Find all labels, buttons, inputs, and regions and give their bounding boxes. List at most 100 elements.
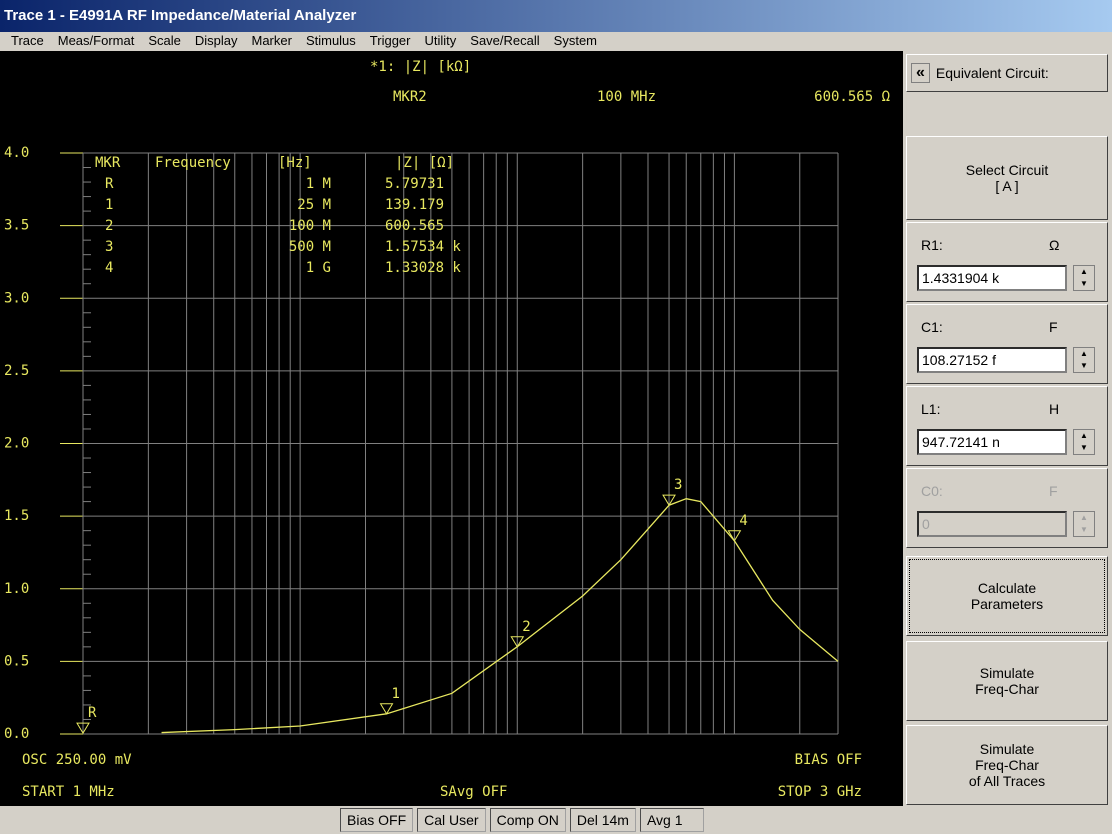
status-bar: Bias OFF Cal User Comp ON Del 14m Avg 1 <box>0 806 1112 834</box>
menu-item[interactable]: Trigger <box>369 33 411 48</box>
select-circuit-button[interactable]: Select Circuit[ A ] <box>906 136 1108 220</box>
button-text: Parameters <box>970 596 1044 612</box>
marker <box>510 636 525 648</box>
collapse-button[interactable]: « <box>911 63 930 83</box>
button-text: Select Circuit <box>965 162 1049 178</box>
button-text: Calculate <box>977 580 1037 596</box>
spin-button: ▲ ▼ <box>1073 511 1095 537</box>
param-input: 0 <box>917 511 1067 537</box>
bias-text: BIAS OFF <box>795 752 862 768</box>
y-tick-label: 1.5 <box>4 508 29 524</box>
param-unit: F <box>1049 319 1058 335</box>
marker-value: 139.179 <box>385 197 444 213</box>
spin-button[interactable]: ▲ ▼ <box>1073 347 1095 373</box>
param-input[interactable]: 108.27152 f <box>917 347 1067 373</box>
readout-frequency: 100 MHz <box>597 89 656 105</box>
stop-text: STOP 3 GHz <box>778 784 862 800</box>
param-name: L1: <box>921 401 941 417</box>
menu-item[interactable]: Scale <box>148 33 181 48</box>
marker-frequency: 1 G <box>306 260 331 276</box>
param-name: C0: <box>921 483 943 499</box>
param-group: C0: F 0 ▲ ▼ <box>906 468 1108 548</box>
marker-value: 1.57534 k <box>385 239 461 255</box>
param-group: R1: Ω 1.4331904 k ▲ ▼ <box>906 222 1108 302</box>
status-field: Bias OFF <box>340 808 414 832</box>
marker-value: 600.565 <box>385 218 444 234</box>
savg-text: SAvg OFF <box>440 784 507 800</box>
y-tick-label: 1.0 <box>4 581 29 597</box>
menu-item[interactable]: Trace <box>11 33 44 48</box>
menu-item[interactable]: Marker <box>251 33 292 48</box>
calculate-button[interactable]: Calculate Parameters <box>906 556 1108 636</box>
menu-item[interactable]: Stimulus <box>305 33 356 48</box>
status-field: Del 14m <box>569 808 636 832</box>
marker-frequency: 1 M <box>306 176 331 192</box>
marker <box>727 530 742 542</box>
status-field: Cal User <box>417 808 486 832</box>
table-header: MKR <box>95 155 121 171</box>
param-unit: Ω <box>1049 237 1060 253</box>
marker-label: 4 <box>739 513 747 529</box>
title-bar: Trace 1 - E4991A RF Impedance/Material A… <box>0 0 1112 32</box>
marker-frequency: 25 M <box>297 197 331 213</box>
param-input[interactable]: 947.72141 n <box>917 429 1067 455</box>
marker-row-label: 2 <box>105 218 113 234</box>
marker-value: 1.33028 k <box>385 260 461 276</box>
y-tick-label: 3.0 <box>4 290 29 306</box>
plot-area: 0.0 0.5 1.0 1.5 2.0 2.5 3.0 3.5 4.0 *1: |Z| [kΩ] M… <box>0 51 903 806</box>
param-group: C1: F 108.27152 f ▲ ▼ <box>906 304 1108 384</box>
menu-item[interactable]: Display <box>194 33 238 48</box>
table-header: [Hz] <box>278 155 312 171</box>
readout-marker: MKR2 <box>393 89 427 105</box>
button-text: of All Traces <box>968 773 1046 789</box>
param-group: L1: H 947.72141 n ▲ ▼ <box>906 386 1108 466</box>
marker-row-label: 1 <box>105 197 113 213</box>
simulate-all-button[interactable]: Simulate Freq-Char of All Traces <box>906 725 1108 805</box>
button-text: Simulate <box>979 665 1035 681</box>
start-text: START 1 MHz <box>22 784 115 800</box>
button-text: [ A ] <box>995 178 1019 194</box>
marker-label: 1 <box>392 686 400 702</box>
marker-row-label: R <box>105 176 114 192</box>
marker-label: R <box>88 705 97 721</box>
status-field: Comp ON <box>489 808 566 832</box>
menu-bar: Trace Meas/Format Scale Display Marker Stimul… <box>0 32 1112 51</box>
marker <box>662 494 676 507</box>
menu-item[interactable]: Meas/Format <box>57 33 135 48</box>
y-tick-label: 2.5 <box>4 363 29 379</box>
y-tick-label: 4.0 <box>4 145 29 161</box>
param-input[interactable]: 1.4331904 k <box>917 265 1067 291</box>
marker <box>76 722 90 735</box>
marker-row-label: 4 <box>105 260 113 276</box>
marker-value: 5.79731 <box>385 176 444 192</box>
panel-heading: Equivalent Circuit: <box>935 65 1049 81</box>
chart-title: *1: |Z| [kΩ] <box>370 59 471 75</box>
button-text: Simulate <box>979 741 1035 757</box>
param-unit: H <box>1049 401 1060 417</box>
button-text: Freq-Char <box>975 681 1039 697</box>
param-unit: F <box>1049 483 1058 499</box>
marker-label: 2 <box>522 619 530 635</box>
marker-label: 3 <box>674 477 682 493</box>
y-tick-label: 3.5 <box>4 218 29 234</box>
readout-value: 600.565 Ω <box>814 89 890 105</box>
trace-line <box>161 498 839 734</box>
button-text: Freq-Char <box>975 757 1039 773</box>
simulate-button[interactable]: Simulate Freq-Char <box>906 641 1108 721</box>
marker-frequency: 100 M <box>289 218 331 234</box>
chart: 0.0 0.5 1.0 1.5 2.0 2.5 3.0 3.5 4.0 *1: |Z| [kΩ] M… <box>4 59 890 800</box>
menu-item[interactable]: Utility <box>424 33 457 48</box>
menu-item[interactable]: System <box>553 33 597 48</box>
status-field: Avg 1 <box>639 808 704 832</box>
spin-button[interactable]: ▲ ▼ <box>1073 265 1095 291</box>
table-header: |Z| [Ω] <box>395 155 454 171</box>
marker-frequency: 500 M <box>289 239 331 255</box>
menu-item[interactable]: Save/Recall <box>470 33 540 48</box>
marker <box>379 703 394 715</box>
table-header: Frequency <box>155 155 231 171</box>
y-tick-label: 0.0 <box>4 726 29 742</box>
spin-button[interactable]: ▲ ▼ <box>1073 429 1095 455</box>
panel-header: « Equivalent Circuit: <box>906 54 1108 92</box>
osc-text: OSC 250.00 mV <box>22 752 132 768</box>
y-tick-label: 0.5 <box>4 653 29 669</box>
